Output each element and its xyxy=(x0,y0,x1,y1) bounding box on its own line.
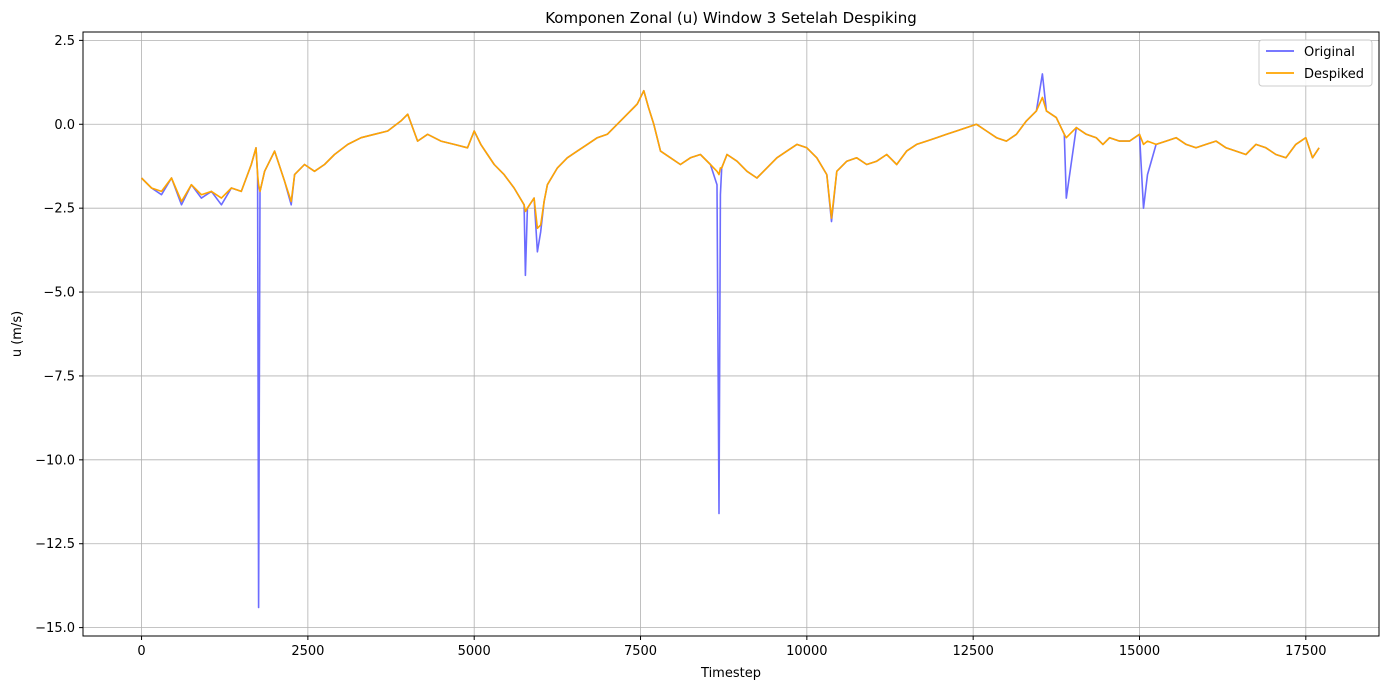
legend-label-despiked: Despiked xyxy=(1304,67,1364,82)
x-tick-label: 0 xyxy=(137,644,145,659)
y-axis-ticks: 2.5 0.0 −2.5 −5.0 −7.5 −10.0 −12.5 −15.0 xyxy=(35,34,83,636)
y-tick-label: −5.0 xyxy=(43,286,75,301)
x-tick-label: 5000 xyxy=(458,644,491,659)
series-layer xyxy=(140,73,1320,609)
series-line-original xyxy=(140,73,1320,609)
series-line-despiked xyxy=(140,89,1320,230)
x-tick-label: 17500 xyxy=(1285,644,1326,659)
y-tick-label: 0.0 xyxy=(54,118,75,133)
x-tick-label: 15000 xyxy=(1119,644,1160,659)
y-tick-label: −7.5 xyxy=(43,369,75,384)
chart-title: Komponen Zonal (u) Window 3 Setelah Desp… xyxy=(545,9,917,27)
y-tick-label: −15.0 xyxy=(35,621,75,636)
x-axis-ticks: 0 2500 5000 7500 10000 12500 15000 17500 xyxy=(137,636,1326,659)
plot-frame xyxy=(82,31,1380,637)
legend-label-original: Original xyxy=(1304,45,1355,60)
x-tick-label: 12500 xyxy=(952,644,993,659)
x-tick-label: 10000 xyxy=(786,644,827,659)
grid xyxy=(83,32,1379,636)
y-tick-label: 2.5 xyxy=(54,34,75,49)
y-tick-label: −2.5 xyxy=(43,202,75,217)
y-tick-label: −10.0 xyxy=(35,453,75,468)
y-tick-label: −12.5 xyxy=(35,537,75,552)
x-tick-label: 2500 xyxy=(291,644,324,659)
y-axis-label: u (m/s) xyxy=(10,311,25,357)
legend: Original Despiked xyxy=(1258,39,1373,87)
x-tick-label: 7500 xyxy=(624,644,657,659)
x-axis-label: Timestep xyxy=(700,666,761,681)
